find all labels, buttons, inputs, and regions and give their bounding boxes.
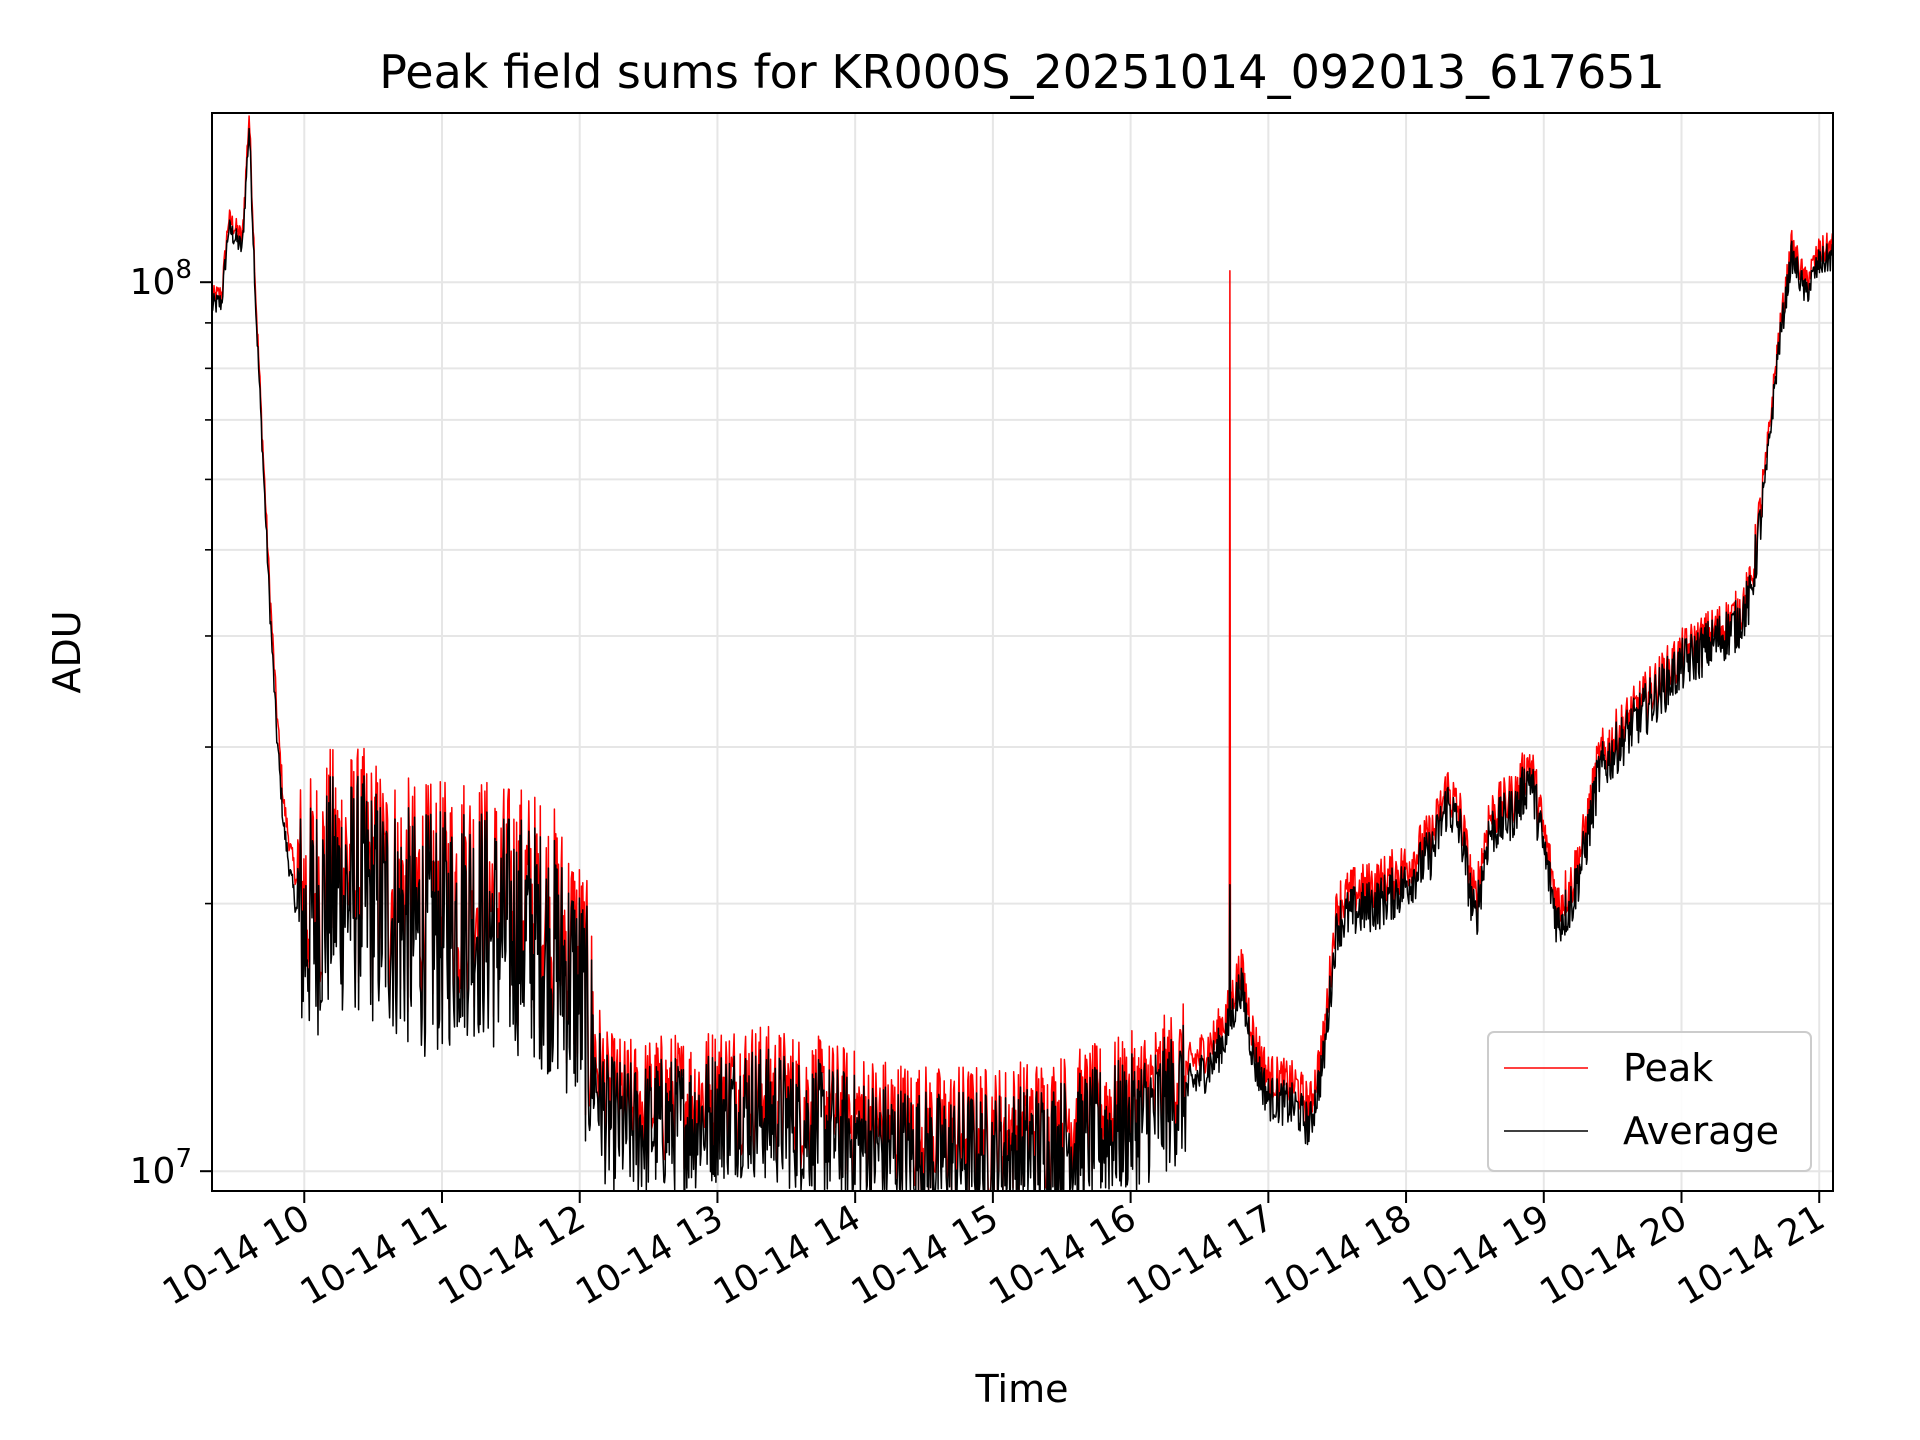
series-line-average xyxy=(211,127,1834,1192)
legend-label-peak: Peak xyxy=(1623,1046,1713,1090)
legend-label-average: Average xyxy=(1623,1109,1779,1153)
legend: Peak Average xyxy=(1487,1031,1812,1172)
y-tick-label: 108 xyxy=(130,255,192,303)
plot-series xyxy=(211,115,1834,1192)
legend-box xyxy=(1487,1031,1812,1172)
y-tick-label: 107 xyxy=(130,1144,192,1192)
plot-frame xyxy=(211,112,1834,1192)
chart-title: Peak field sums for KR000S_20251014_0920… xyxy=(379,45,1665,99)
y-axis: 107 108 xyxy=(130,255,212,1192)
y-axis-label: ADU xyxy=(45,610,89,693)
x-axis-label: Time xyxy=(975,1367,1069,1411)
